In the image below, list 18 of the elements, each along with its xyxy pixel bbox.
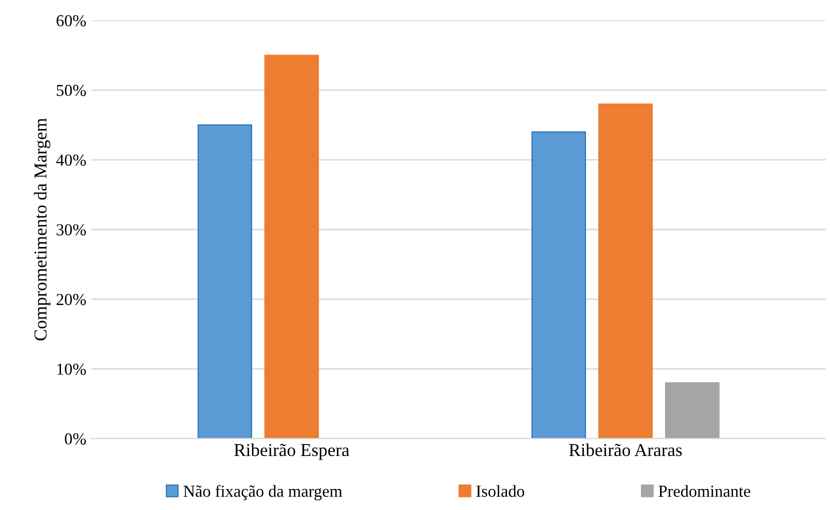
y-tick-label: 0% bbox=[64, 433, 86, 445]
y-tick-label: 40% bbox=[56, 154, 86, 166]
y-tick-label: 10% bbox=[57, 364, 86, 375]
bar bbox=[665, 382, 720, 439]
y-axis-title: Comprometimento da Margem bbox=[34, 118, 50, 340]
x-tick-label: Ribeirão Espera bbox=[234, 443, 350, 460]
y-tick-label: 30% bbox=[56, 224, 86, 236]
bar bbox=[531, 131, 586, 439]
legend-label: Predominante bbox=[658, 485, 750, 497]
y-tick-label: 50% bbox=[56, 84, 86, 96]
x-tick-label: Ribeirão Araras bbox=[569, 443, 682, 456]
legend-label: Não fixação da margem bbox=[184, 484, 342, 500]
bar bbox=[598, 103, 653, 439]
y-tick-label: 60% bbox=[56, 15, 86, 26]
legend-label: Isolado bbox=[476, 485, 524, 497]
bar bbox=[198, 124, 252, 439]
bar bbox=[264, 54, 319, 439]
y-tick-label: 20% bbox=[56, 294, 86, 306]
